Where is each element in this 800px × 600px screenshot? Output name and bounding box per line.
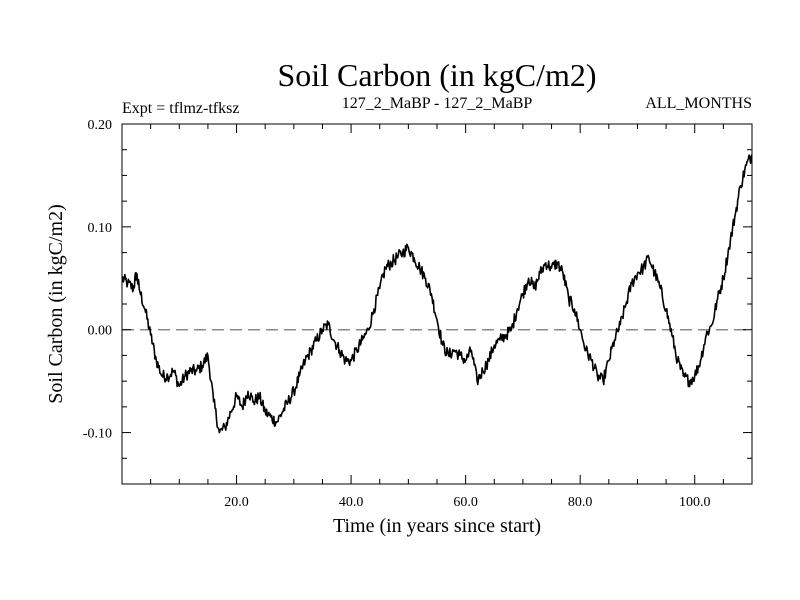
y-tick-label: -0.10 <box>83 427 112 442</box>
y-axis-label: Soil Carbon (in kgC/m2) <box>45 204 67 403</box>
x-tick-label: 20.0 <box>224 495 249 510</box>
subtitle-experiment: Expt = tflmz-tfksz <box>122 100 239 117</box>
y-tick-label: 0.20 <box>88 118 113 133</box>
x-tick-label: 40.0 <box>339 495 364 510</box>
plot-frame <box>121 123 753 485</box>
x-axis-label: Time (in years since start) <box>333 515 541 537</box>
x-tick-label: 80.0 <box>568 495 593 510</box>
x-tick-label: 60.0 <box>453 495 478 510</box>
series-line-soil-carbon <box>121 154 753 434</box>
y-tick-label: 0.10 <box>88 221 113 236</box>
x-tick-label: 100.0 <box>679 495 711 510</box>
chart-title: Soil Carbon (in kgC/m2) <box>277 57 596 93</box>
subtitle-period: 127_2_MaBP - 127_2_MaBP <box>342 95 533 112</box>
subtitle-months: ALL_MONTHS <box>645 95 752 112</box>
y-tick-label: 0.00 <box>88 324 113 339</box>
